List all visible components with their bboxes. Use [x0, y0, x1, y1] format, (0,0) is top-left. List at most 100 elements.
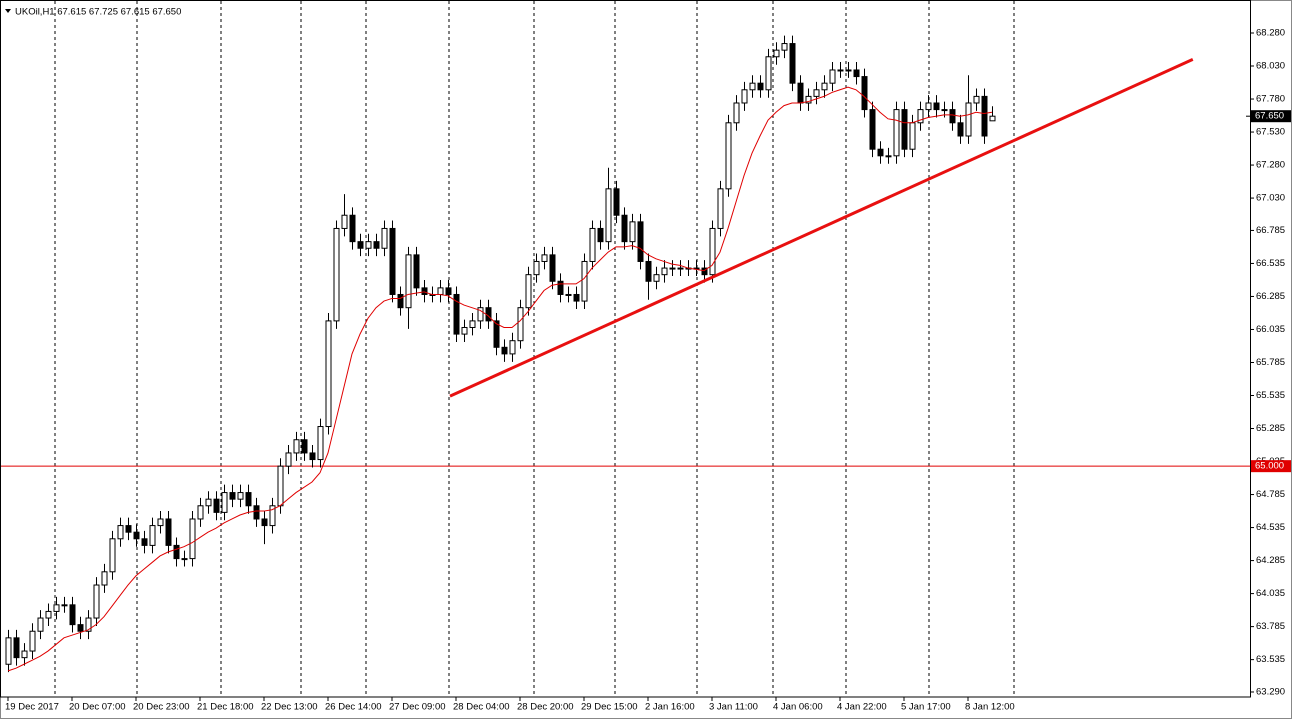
candle-body [445, 287, 452, 295]
x-tick-label: 27 Dec 09:00 [389, 702, 446, 713]
last-price-box [1251, 110, 1291, 123]
x-tick-label: 8 Jan 12:00 [965, 702, 1015, 713]
candle-body [917, 109, 924, 124]
candle-body [757, 82, 764, 91]
candle-body [893, 109, 900, 157]
x-tick-label: 20 Dec 07:00 [69, 702, 126, 713]
candle-body [709, 227, 716, 276]
x-tick-label: 28 Dec 20:00 [517, 702, 574, 713]
candle-body [61, 604, 68, 607]
candle-body [69, 604, 76, 626]
candle-body [13, 637, 20, 659]
candle-body [317, 426, 324, 461]
candle-body [965, 102, 972, 137]
y-tick-label: 64.535 [1256, 522, 1285, 533]
candle-body [85, 617, 92, 632]
candle-body [781, 43, 788, 51]
candle-body [221, 492, 228, 513]
candle-body [797, 82, 804, 104]
trend-line [449, 58, 1194, 398]
candle-body [149, 525, 156, 546]
y-tick-label: 64.035 [1256, 588, 1285, 599]
y-tick-label: 65.285 [1256, 423, 1285, 434]
candle-body [525, 274, 532, 309]
last-price-label: 67.650 [1255, 111, 1284, 122]
candle-body [493, 320, 500, 348]
candle-body [37, 617, 44, 632]
candle-body [925, 102, 932, 111]
x-tick-label: 3 Jan 11:00 [709, 702, 758, 713]
candle-body [637, 221, 644, 262]
candle-body [381, 227, 388, 249]
candle-body [901, 109, 908, 150]
y-tick-label: 67.280 [1256, 160, 1285, 171]
candle-body [837, 69, 844, 72]
candle-body [989, 115, 996, 122]
candle-body [365, 241, 372, 249]
candle-body [957, 122, 964, 137]
candle-body [53, 604, 60, 612]
candle-body [829, 69, 836, 84]
candle-body [301, 439, 308, 454]
candle-body [941, 109, 948, 112]
candle-body [821, 82, 828, 91]
y-tick-label: 66.535 [1256, 258, 1285, 269]
y-tick-label: 63.535 [1256, 654, 1285, 665]
candle-body [949, 109, 956, 124]
candle-body [645, 260, 652, 282]
candle-body [21, 650, 28, 659]
candle-body [981, 95, 988, 137]
candle-body [205, 498, 212, 507]
candle-body [605, 188, 612, 243]
candle-body [613, 188, 620, 216]
candle-body [413, 254, 420, 289]
candle-body [853, 69, 860, 78]
candle-body [29, 630, 36, 652]
candle-body [405, 254, 412, 309]
candle-body [269, 505, 276, 527]
x-tick-label: 4 Jan 22:00 [837, 702, 887, 713]
candle-body [629, 221, 636, 243]
candle-body [565, 293, 572, 296]
candle-body [189, 518, 196, 560]
y-tick-label: 67.530 [1256, 127, 1285, 138]
candle-body [973, 95, 980, 104]
candle-body [421, 287, 428, 295]
x-tick-label: 20 Dec 23:00 [133, 702, 190, 713]
candle-body [261, 518, 268, 527]
candle-body [229, 492, 236, 500]
candle-body [453, 293, 460, 335]
candle-body [557, 280, 564, 295]
candle-body [293, 439, 300, 454]
moving-average [7, 86, 993, 672]
candle-body [277, 465, 284, 507]
candle-body [117, 525, 124, 540]
candle-body [141, 538, 148, 546]
menu-arrow[interactable] [5, 9, 11, 13]
candle-body [789, 43, 796, 84]
x-tick-label: 5 Jan 17:00 [901, 702, 951, 713]
candle-body [549, 254, 556, 282]
candle-body [461, 326, 468, 335]
y-tick-label: 64.785 [1256, 489, 1285, 500]
candle-body [741, 89, 748, 104]
candle-body [213, 498, 220, 513]
candle-body [397, 293, 404, 309]
y-tick-label: 66.285 [1256, 291, 1285, 302]
candle-body [869, 109, 876, 150]
candle-body [725, 122, 732, 190]
candle-body [773, 49, 780, 58]
chart-header: UKOil,H1 67.615 67.725 67.615 67.650 [15, 7, 181, 18]
x-tick-label: 19 Dec 2017 [5, 702, 59, 713]
y-tick-label: 66.035 [1256, 324, 1285, 335]
candle-body [701, 267, 708, 276]
candle-body [733, 102, 740, 124]
candle-body [101, 571, 108, 586]
candle-body [877, 148, 884, 157]
candle-body [77, 624, 84, 632]
day-separators [54, 1, 1015, 697]
candle-body [805, 95, 812, 104]
